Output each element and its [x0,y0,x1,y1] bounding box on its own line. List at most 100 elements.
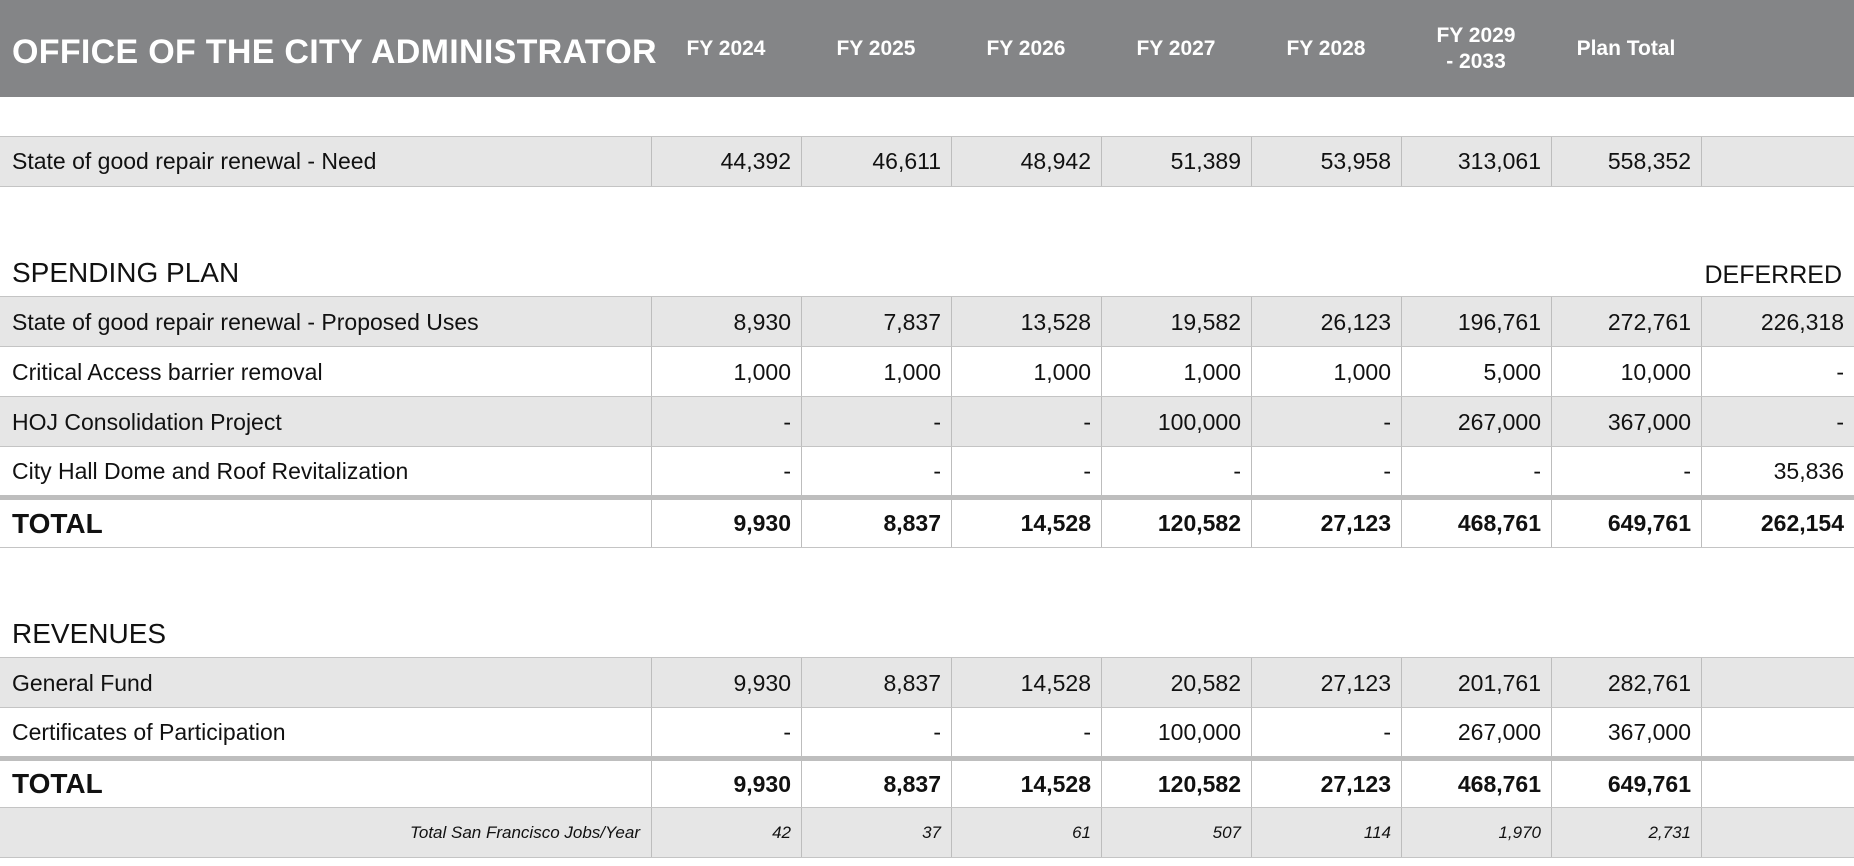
table-cell: - [651,447,801,495]
table-cell: - [651,397,801,447]
table-cell: 262,154 [1701,500,1854,547]
table-cell: 558,352 [1551,137,1701,186]
table-cell: 46,611 [801,137,951,186]
row-label: State of good repair renewal - Need [12,148,377,174]
table-cell: 367,000 [1551,397,1701,447]
table-cell: 114 [1251,808,1401,857]
table-cell: - [951,397,1101,447]
table-cell [1701,761,1854,807]
divider [0,296,1854,297]
table-cell: 468,761 [1401,761,1551,807]
table-cell: 282,761 [1551,658,1701,708]
table-cell: 120,582 [1101,761,1251,807]
table-cell: - [1551,447,1701,495]
divider [0,186,1854,187]
divider [0,857,1854,858]
table-cell: 8,837 [801,761,951,807]
table-cell: 267,000 [1401,708,1551,756]
table-cell: 13,528 [951,297,1101,347]
table-cell: 51,389 [1101,137,1251,186]
row-label: City Hall Dome and Roof Revitalization [12,457,409,484]
table-cell: - [951,447,1101,495]
table-cell: 196,761 [1401,297,1551,347]
table-cell: 27,123 [1251,761,1401,807]
divider [0,657,1854,658]
table-cell: 649,761 [1551,500,1701,547]
table-cell: - [1251,397,1401,447]
table-cell: 19,582 [1101,297,1251,347]
table-cell: 120,582 [1101,500,1251,547]
table-cell: 27,123 [1251,500,1401,547]
table-cell: 5,000 [1401,347,1551,397]
column-header-fy2027: FY 2027 [1136,36,1216,60]
table-cell: 313,061 [1401,137,1551,186]
table-cell: 27,123 [1251,658,1401,708]
table-cell: - [1701,397,1854,447]
table-cell [1701,808,1854,857]
table-cell: 26,123 [1251,297,1401,347]
table-cell [1701,137,1854,186]
table-cell: 14,528 [951,761,1101,807]
column-header-fy2028: FY 2028 [1286,36,1366,60]
divider [0,136,1854,137]
table-row-spending-total: TOTAL 9,930 8,837 14,528 120,582 27,123 … [0,500,1854,547]
table-cell: 35,836 [1701,447,1854,495]
row-label: State of good repair renewal - Proposed … [12,308,479,335]
table-cell: 61 [951,808,1101,857]
table-cell [1701,708,1854,756]
table-cell: 468,761 [1401,500,1551,547]
deferred-column-header: DEFERRED [1704,261,1842,289]
table-cell: 1,000 [801,347,951,397]
total-divider [0,495,1854,500]
table-cell: 507 [1101,808,1251,857]
table-cell: - [801,397,951,447]
table-cell: 7,837 [801,297,951,347]
table-cell: 2,731 [1551,808,1701,857]
table-cell: 1,000 [651,347,801,397]
table-cell: 226,318 [1701,297,1854,347]
table-cell: - [801,708,951,756]
row-label: TOTAL [12,507,103,539]
table-cell: 100,000 [1101,397,1251,447]
table-row-revenues-total: TOTAL 9,930 8,837 14,528 120,582 27,123 … [0,761,1854,807]
table-row: HOJ Consolidation Project - - - 100,000 … [0,397,1854,447]
table-cell: 201,761 [1401,658,1551,708]
section-heading-spending-plan: SPENDING PLAN [12,257,240,288]
table-row-need: State of good repair renewal - Need 44,3… [0,137,1854,186]
table-cell: 1,000 [1251,347,1401,397]
divider [0,707,1854,708]
page-title: OFFICE OF THE CITY ADMINISTRATOR [12,33,657,71]
table-cell: - [1401,447,1551,495]
table-cell: - [951,708,1101,756]
table-cell: - [801,447,951,495]
table-cell: 367,000 [1551,708,1701,756]
table-row: State of good repair renewal - Proposed … [0,297,1854,347]
table-cell: 14,528 [951,500,1101,547]
table-cell: 9,930 [651,500,801,547]
table-cell: 9,930 [651,658,801,708]
column-header-fy2029-2033: FY 2029 - 2033 [1436,23,1516,73]
divider [0,446,1854,447]
table-cell: 8,837 [801,658,951,708]
table-cell: 14,528 [951,658,1101,708]
table-cell: 267,000 [1401,397,1551,447]
table-cell: - [1251,708,1401,756]
table-cell: 10,000 [1551,347,1701,397]
column-header-fy2026: FY 2026 [986,36,1066,60]
table-row: Certificates of Participation - - - 100,… [0,708,1854,756]
table-cell: 20,582 [1101,658,1251,708]
divider [0,346,1854,347]
column-header-fy2024: FY 2024 [686,36,766,60]
table-row: City Hall Dome and Roof Revitalization -… [0,447,1854,495]
table-cell: 53,958 [1251,137,1401,186]
table-cell: 8,930 [651,297,801,347]
table-header: OFFICE OF THE CITY ADMINISTRATOR FY 2024… [0,0,1854,97]
table-row-jobs: Total San Francisco Jobs/Year 42 37 61 5… [0,808,1854,857]
table-cell: - [1251,447,1401,495]
table-cell: 9,930 [651,761,801,807]
table-cell: 37 [801,808,951,857]
table-cell: 42 [651,808,801,857]
table-cell [1701,658,1854,708]
row-label: TOTAL [12,768,103,799]
column-header-fy2025: FY 2025 [836,36,916,60]
